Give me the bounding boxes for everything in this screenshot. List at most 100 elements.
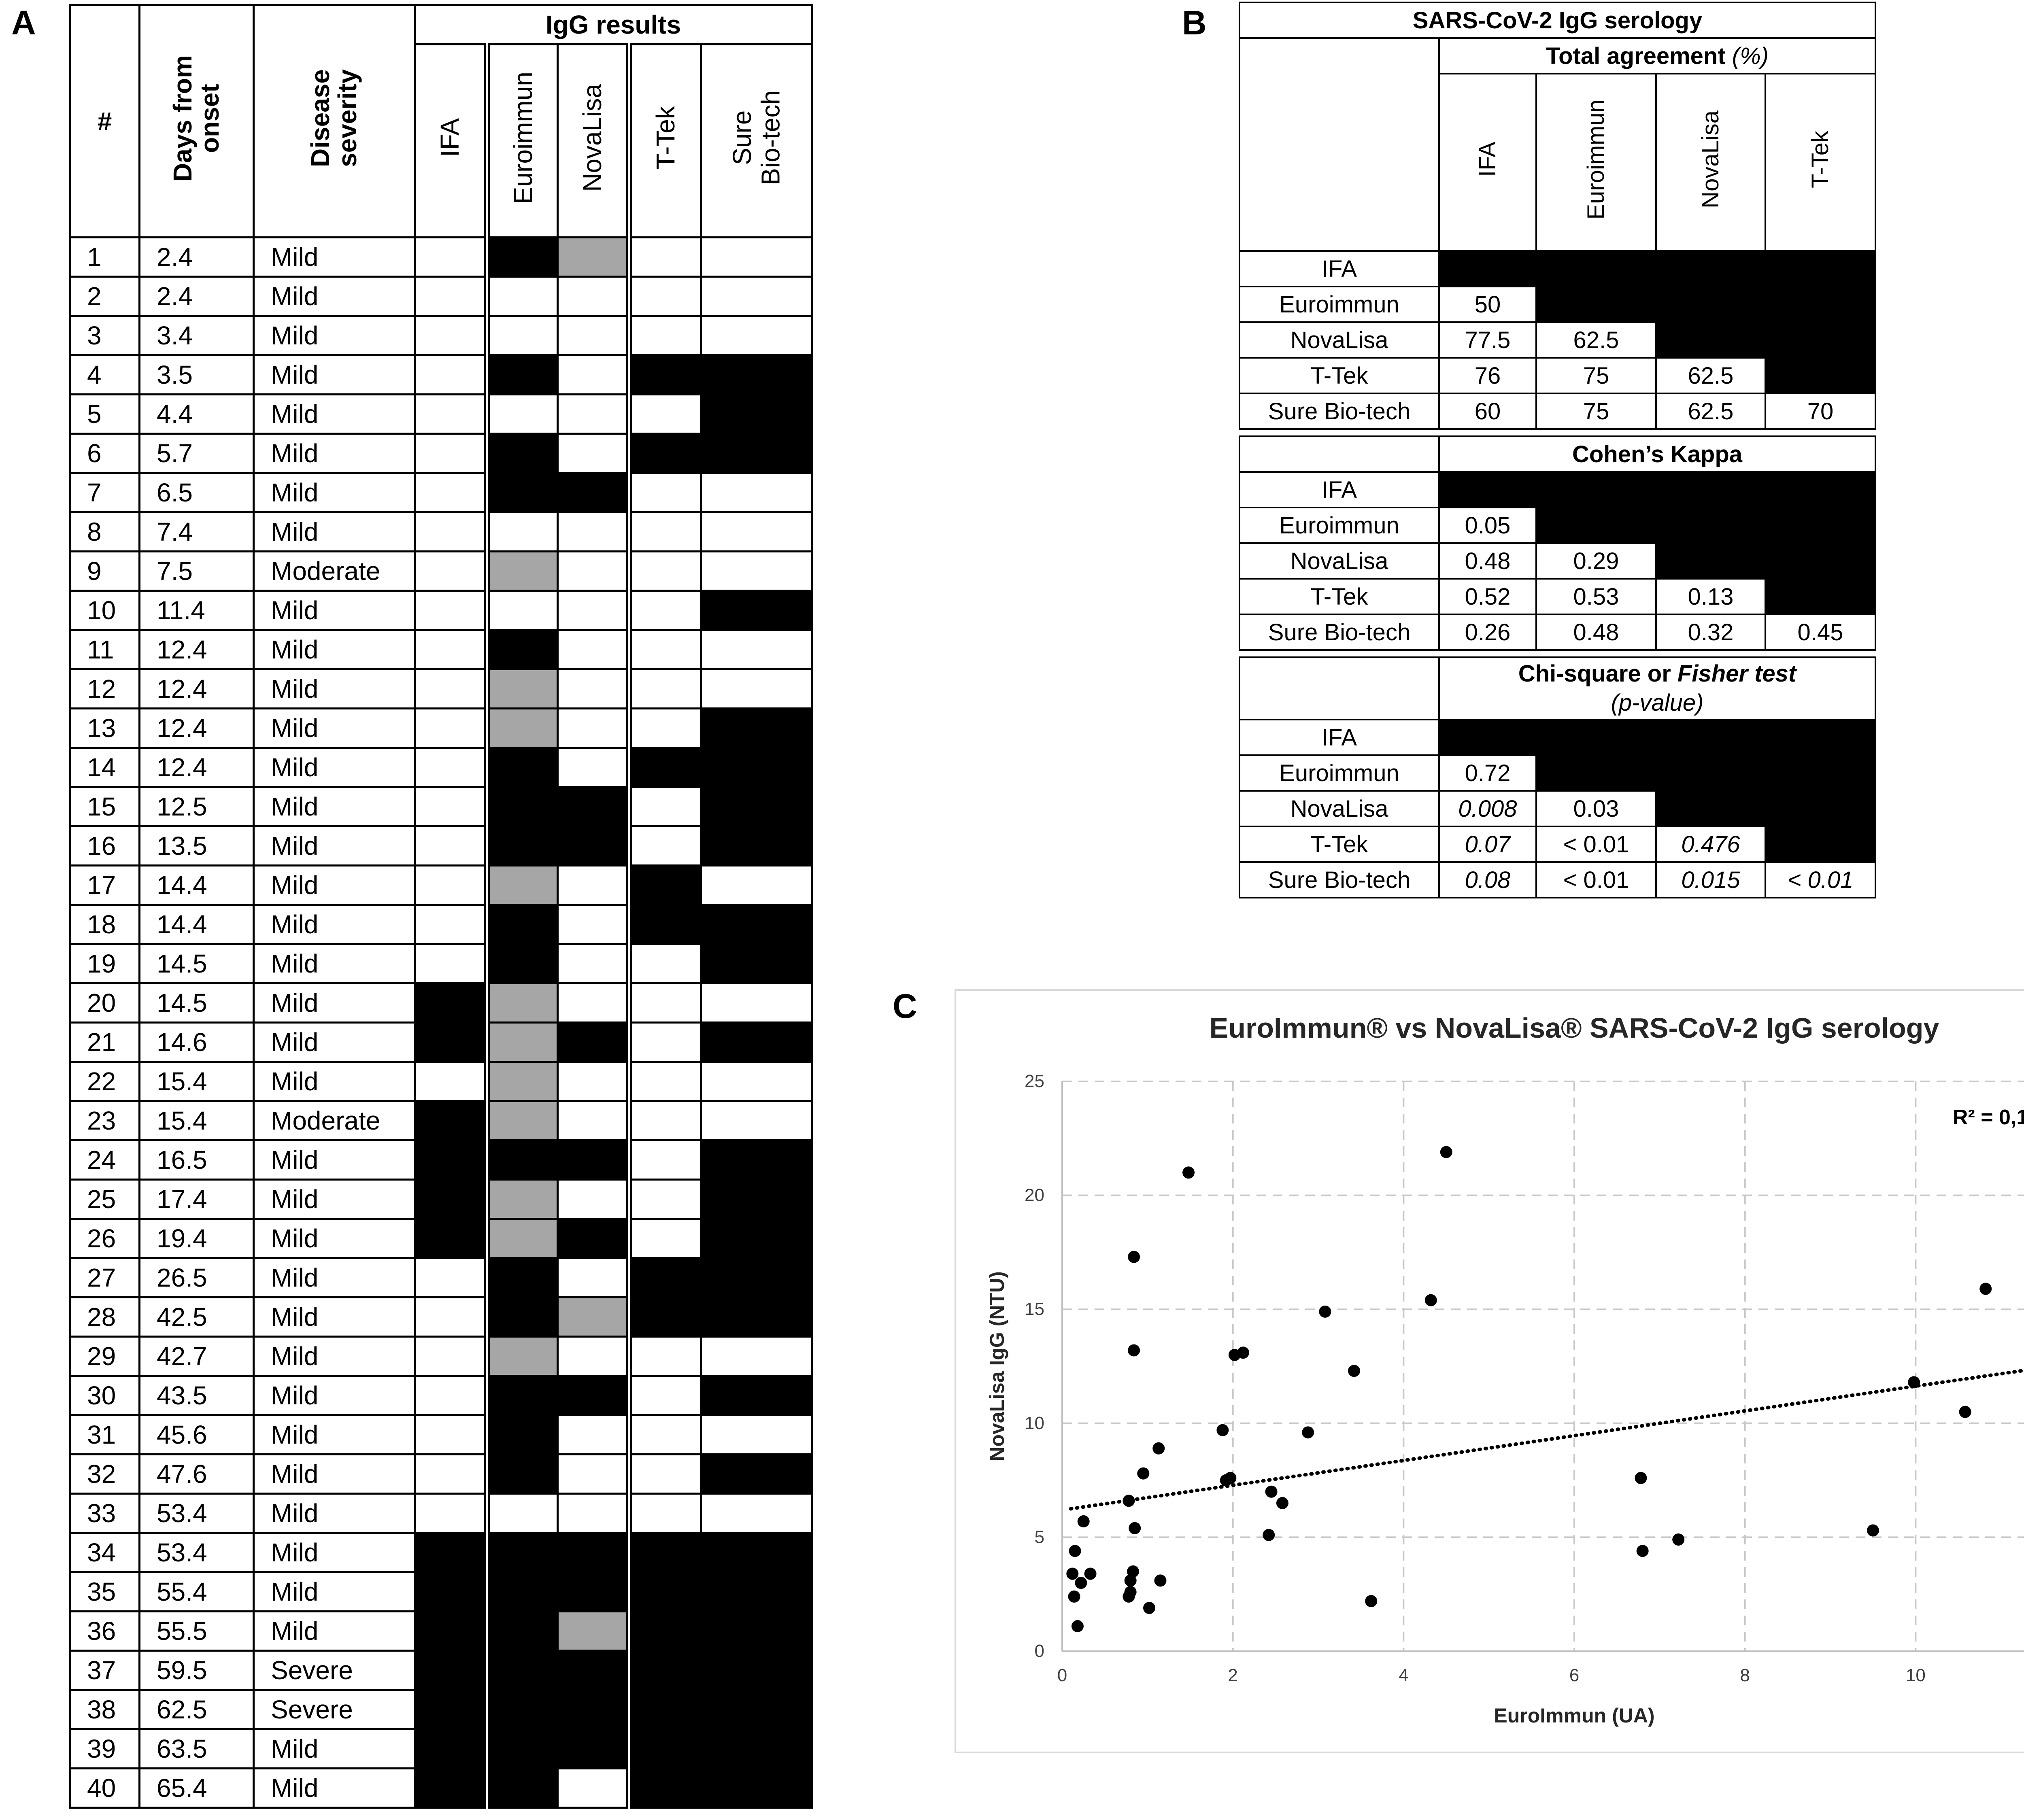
result-cell-sure-biotech: [700, 864, 813, 906]
disease-severity: Mild: [253, 1139, 416, 1181]
result-cell-euroimmun: [484, 1532, 559, 1573]
result-cell-t-tek: [626, 236, 702, 278]
table-row: 33 53.4 Mild: [69, 1493, 813, 1534]
result-cell-sure-biotech: [700, 472, 813, 513]
table-row: T-Tek 0.52 0.53 0.13: [1239, 578, 1876, 615]
masked-cell: [1765, 471, 1876, 508]
result-cell-ifa: [414, 1336, 488, 1377]
x-tick-label: 10: [1906, 1665, 1926, 1685]
result-cell-euroimmun: [484, 354, 559, 395]
result-cell-sure-biotech: [700, 943, 813, 984]
masked-cell: [1765, 542, 1876, 580]
days-from-onset: 47.6: [138, 1453, 255, 1495]
table-row: 18 14.4 Mild: [69, 904, 813, 945]
result-cell-sure-biotech: [700, 1179, 813, 1220]
result-cell-t-tek: [626, 982, 702, 1024]
header-disease-severity: Disease severity: [253, 4, 416, 238]
data-point: [1867, 1524, 1879, 1537]
result-cell-ifa: [414, 472, 488, 513]
masked-cell: [1765, 754, 1876, 792]
result-cell-t-tek: [626, 1021, 702, 1063]
days-from-onset: 65.4: [138, 1767, 255, 1809]
result-cell-novalisa: [557, 1375, 630, 1416]
result-cell-ifa: [414, 511, 488, 552]
result-cell-novalisa: [557, 904, 630, 945]
result-cell-ifa: [414, 1139, 488, 1181]
patient-number: 3: [69, 315, 140, 356]
value-cell: 62.5: [1535, 321, 1657, 359]
table-row: 6 5.7 Mild: [69, 433, 813, 474]
table-row: T-Tek 0.07 < 0.01 0.476: [1239, 826, 1876, 863]
value-cell: 0.26: [1438, 614, 1537, 651]
data-point: [1263, 1529, 1275, 1541]
result-cell-euroimmun: [484, 786, 559, 827]
header-assay-sure-biotech: Sure Bio-tech: [700, 43, 813, 238]
masked-cell: [1438, 471, 1537, 508]
disease-severity: Mild: [253, 393, 416, 435]
masked-cell: [1655, 321, 1766, 359]
table-row: Euroimmun 50: [1239, 286, 1876, 323]
panel-c-label: C: [893, 987, 917, 1025]
masked-cell: [1765, 286, 1876, 323]
value-cell: 75: [1535, 393, 1657, 430]
table-row: 14 12.4 Mild: [69, 747, 813, 788]
days-from-onset: 12.4: [138, 707, 255, 749]
table-row: 10 11.4 Mild: [69, 590, 813, 631]
result-cell-euroimmun: [484, 1453, 559, 1495]
result-cell-euroimmun: [484, 943, 559, 984]
chart-title: EuroImmun® vs NovaLisa® SARS-CoV-2 IgG s…: [1210, 1012, 1939, 1044]
patient-number: 24: [69, 1139, 140, 1181]
result-cell-novalisa: [557, 393, 630, 435]
result-cell-novalisa: [557, 550, 630, 592]
result-cell-sure-biotech: [700, 1375, 813, 1416]
table-row: 21 14.6 Mild: [69, 1021, 813, 1063]
result-cell-t-tek: [626, 1728, 702, 1769]
row-label: IFA: [1239, 250, 1440, 287]
r-squared-annotation: R² = 0,12795: [1953, 1106, 2024, 1129]
value-cell: 0.07: [1438, 826, 1537, 863]
patient-number: 20: [69, 982, 140, 1024]
patient-number: 33: [69, 1493, 140, 1534]
result-cell-euroimmun: [484, 1179, 559, 1220]
patient-number: 12: [69, 668, 140, 709]
result-cell-ifa: [414, 943, 488, 984]
masked-cell: [1535, 286, 1657, 323]
row-label: Sure Bio-tech: [1239, 861, 1440, 898]
result-cell-t-tek: [626, 1493, 702, 1534]
section-corner: [1239, 37, 1440, 252]
days-from-onset: 55.5: [138, 1610, 255, 1652]
table-row: 39 63.5 Mild: [69, 1728, 813, 1769]
disease-severity: Mild: [253, 511, 416, 552]
result-cell-novalisa: [557, 1296, 630, 1338]
row-label: NovaLisa: [1239, 542, 1440, 580]
data-point: [1959, 1406, 1971, 1418]
value-cell: 0.08: [1438, 861, 1537, 898]
value-cell: 62.5: [1655, 357, 1766, 394]
days-from-onset: 43.5: [138, 1375, 255, 1416]
table-row: 1 2.4 Mild: [69, 236, 813, 278]
days-from-onset: 26.5: [138, 1257, 255, 1298]
result-cell-sure-biotech: [700, 354, 813, 395]
y-tick-label: 20: [1025, 1185, 1044, 1205]
disease-severity: Mild: [253, 982, 416, 1024]
data-point: [1216, 1424, 1229, 1436]
table-title: SARS-CoV-2 IgG serology: [1239, 2, 1876, 39]
result-cell-novalisa: [557, 511, 630, 552]
result-cell-ifa: [414, 1532, 488, 1573]
patient-number: 29: [69, 1336, 140, 1377]
result-cell-euroimmun: [484, 511, 559, 552]
patient-number: 30: [69, 1375, 140, 1416]
row-label: Sure Bio-tech: [1239, 393, 1440, 430]
result-cell-t-tek: [626, 668, 702, 709]
result-cell-ifa: [414, 590, 488, 631]
table-row: T-Tek 76 75 62.5: [1239, 357, 1876, 394]
result-cell-sure-biotech: [700, 1414, 813, 1455]
result-cell-euroimmun: [484, 1571, 559, 1612]
result-cell-euroimmun: [484, 550, 559, 592]
days-from-onset: 4.4: [138, 393, 255, 435]
masked-cell: [1765, 357, 1876, 394]
result-cell-euroimmun: [484, 864, 559, 906]
disease-severity: Mild: [253, 904, 416, 945]
result-cell-novalisa: [557, 1021, 630, 1063]
data-point: [1066, 1567, 1079, 1580]
